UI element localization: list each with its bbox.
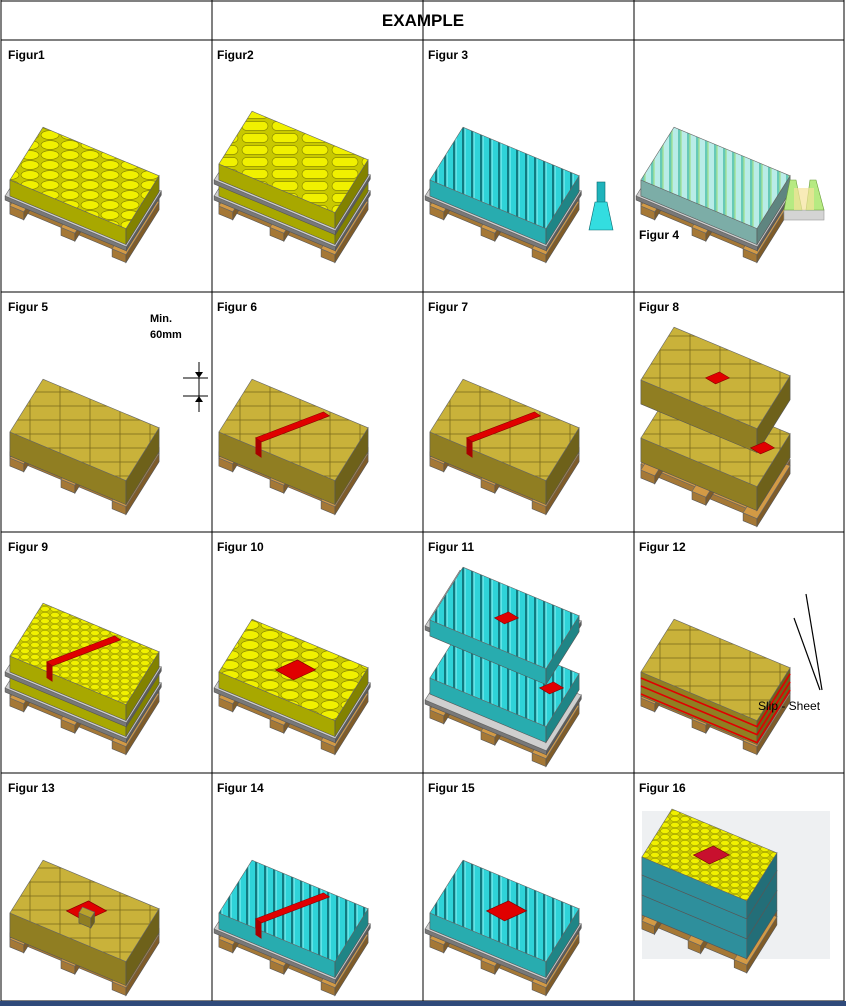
slip-sheet-pointer [805, 593, 823, 691]
figure-label: Figur 7 [428, 300, 468, 314]
red-slot-side [466, 437, 473, 458]
figure-label: Figur 4 [639, 228, 679, 242]
red-slot [465, 411, 542, 443]
figure-cell: Figur 5 Min. 60mm [8, 300, 208, 516]
figure-label: Figur 8 [639, 300, 679, 314]
figure-label: Figur 10 [217, 540, 264, 554]
slip-sheet-label: Slip - Sheet [758, 699, 821, 713]
figure-label: Figur 14 [217, 781, 264, 795]
load-layer [429, 378, 580, 506]
figure-label: Figur 12 [639, 540, 686, 554]
bottle-pair-icon [783, 179, 825, 221]
slip-sheet-line [640, 673, 791, 728]
figure-cell: Figur 9 [4, 540, 162, 756]
figure-label: Figur 3 [428, 48, 468, 62]
bottle-icon [588, 181, 614, 231]
figure-label: Figur 11 [428, 540, 474, 554]
slip-sheet-line [640, 689, 791, 744]
figure-label: Figur 5 [8, 300, 48, 314]
red-marker [704, 371, 731, 385]
load-layer [218, 378, 369, 506]
min-label-line1: Min. [150, 313, 172, 325]
red-marker [538, 681, 565, 695]
figure-cell: Figur 10 [213, 540, 371, 756]
figure-cell: Figur 11 [424, 540, 582, 768]
load-layer [9, 378, 160, 506]
figure-cell: Figur 12 Slip - Sheet [639, 540, 823, 756]
figure-cell: Figur 4 [635, 126, 825, 264]
dimension-arrow [195, 396, 203, 402]
bottom-border-bar [0, 1001, 846, 1006]
figure-cell: Figur 13 [8, 781, 160, 997]
slip-sheet-pointer [793, 617, 821, 691]
figure-label: Figur 6 [217, 300, 257, 314]
red-hole [274, 659, 317, 681]
figure-cell: Figur2 [213, 48, 371, 264]
dimension-arrow [195, 372, 203, 378]
figure-cell: Figur 14 [213, 781, 371, 997]
load-layer [429, 126, 580, 246]
figure-cell: Figur1 [4, 48, 162, 264]
figure-cell: Figur 3 [424, 48, 614, 264]
figure-label: Figur 16 [639, 781, 686, 795]
load-layer [218, 859, 369, 979]
red-cans-marker [692, 845, 731, 865]
figure-label: Figur1 [8, 48, 45, 62]
red-hole [485, 900, 528, 922]
figure-label: Figur2 [217, 48, 254, 62]
red-slot-side [255, 918, 262, 939]
figure-cell: Figur 15 [424, 781, 582, 997]
red-slot-side [46, 661, 53, 682]
load-layer [218, 110, 369, 230]
min-label-line2: 60mm [150, 329, 182, 341]
center-box [78, 906, 95, 929]
figure-label: Figur 13 [8, 781, 55, 795]
figure-cell: Figur 16 [639, 781, 830, 974]
figure-cell: Figur 8 [639, 300, 791, 528]
figure-cell: Figur 7 [428, 300, 580, 516]
red-slot [254, 411, 331, 443]
red-marker [493, 611, 520, 625]
slip-sheet-line [640, 681, 791, 736]
figure-cell: Figur 6 [217, 300, 369, 516]
red-slot-side [255, 437, 262, 458]
figure-label: Figur 15 [428, 781, 475, 795]
load-layer [9, 126, 160, 246]
load-layer [640, 126, 791, 246]
figure-label: Figur 9 [8, 540, 48, 554]
pallet-photo [641, 808, 830, 974]
red-marker [749, 441, 776, 455]
